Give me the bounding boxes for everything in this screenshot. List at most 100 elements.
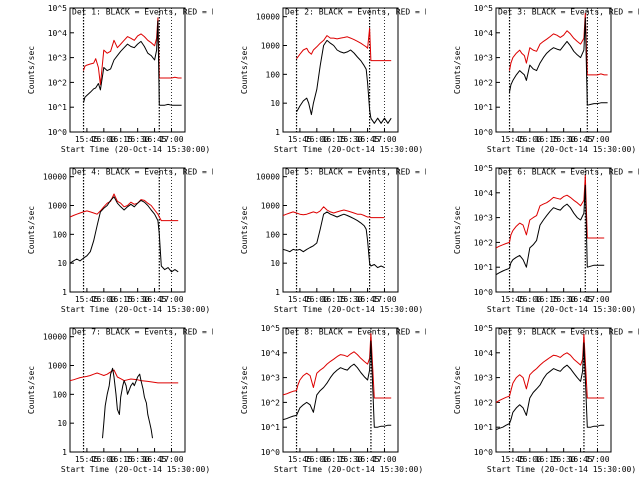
y-tick-label: 1000 xyxy=(48,362,67,371)
series-group xyxy=(70,367,179,439)
chart-svg: Det 6: BLACK = Events, RED = LLD15:4516:… xyxy=(453,164,639,314)
x-tick-label: 16:00 xyxy=(518,455,542,464)
events-series-line xyxy=(509,17,608,106)
x-tick-label: 17:00 xyxy=(585,455,609,464)
y-tick-label: 10^2 xyxy=(48,78,67,87)
y-tick-label: 10^4 xyxy=(48,29,67,38)
plot-frame xyxy=(69,7,186,133)
series-group xyxy=(509,13,608,106)
x-tick-label: 16:30 xyxy=(339,295,363,304)
x-tick-label: 16:15 xyxy=(109,135,133,144)
y-tick-label: 10^5 xyxy=(474,4,493,13)
x-tick-label: 16:15 xyxy=(535,295,559,304)
y-tick-label: 10^2 xyxy=(261,398,280,407)
y-tick-label: 10 xyxy=(270,99,280,108)
y-tick-label: 10 xyxy=(270,259,280,268)
x-tick-label: 17:00 xyxy=(372,455,396,464)
x-tick-label: 17:00 xyxy=(585,135,609,144)
y-tick-label: 10^0 xyxy=(48,128,67,137)
x-axis-label: Start Time (20-Oct-14 15:30:00) xyxy=(274,305,423,314)
y-tick-label: 10^2 xyxy=(474,398,493,407)
lld-series-line xyxy=(496,333,605,403)
y-axis-label: Counts/sec xyxy=(27,366,36,414)
x-tick-label: 16:15 xyxy=(535,455,559,464)
x-tick-label: 16:30 xyxy=(552,295,576,304)
x-tick-label: 16:00 xyxy=(92,295,116,304)
y-tick-label: 1 xyxy=(275,288,280,297)
chart-title: Det 3: BLACK = Events, RED = LLD xyxy=(498,8,639,17)
lld-series-line xyxy=(283,206,385,219)
detector-panel-5: Det 5: BLACK = Events, RED = LLD 15:45 16:… xyxy=(213,160,426,320)
x-tick-label: 16:30 xyxy=(339,135,363,144)
events-series-line xyxy=(283,340,392,428)
y-tick-label: 10^1 xyxy=(474,263,493,272)
y-tick-label: 10^2 xyxy=(474,238,493,247)
detector-panel-3: Det 3: BLACK = Events, RED = LLD 15:45 16:… xyxy=(426,0,639,160)
series-group xyxy=(296,27,392,124)
detector-panel-6: Det 6: BLACK = Events, RED = LLD 15:45 16:… xyxy=(426,160,639,320)
series-group xyxy=(283,333,392,428)
detector-panel-9: Det 9: BLACK = Events, RED = LLD 15:45 16:… xyxy=(426,320,639,480)
y-axis-label: Counts/sec xyxy=(27,206,36,254)
y-tick-label: 10^1 xyxy=(261,423,280,432)
y-axis-label: Counts/sec xyxy=(453,366,462,414)
y-tick-label: 10^5 xyxy=(474,164,493,173)
x-tick-label: 16:00 xyxy=(518,135,542,144)
chart-svg: Det 8: BLACK = Events, RED = LLD 15:45 16:… xyxy=(240,324,426,474)
y-tick-label: 10^4 xyxy=(474,189,493,198)
y-axis-label: Counts/sec xyxy=(453,206,462,254)
x-axis-label: Start Time (20-Oct-14 15:30:00) xyxy=(61,145,210,154)
y-tick-label: 100 xyxy=(266,70,281,79)
chart-title: Det 6: BLACK = Events, RED = LLD xyxy=(498,168,639,177)
x-tick-label: 16:30 xyxy=(552,455,576,464)
chart-svg: Det 9: BLACK = Events, RED = LLD15:4516:… xyxy=(453,324,639,474)
series-group xyxy=(496,333,605,431)
x-tick-label: 16:45 xyxy=(143,295,167,304)
detector-panel-8: Det 8: BLACK = Events, RED = LLD 15:45 16:… xyxy=(213,320,426,480)
y-tick-label: 100 xyxy=(53,390,68,399)
y-tick-label: 10 xyxy=(57,259,67,268)
x-tick-label: 16:15 xyxy=(322,295,346,304)
chart-title: Det 2: BLACK = Events, RED = LLD xyxy=(285,8,426,17)
series-group xyxy=(83,17,182,106)
chart-svg: Det 3: BLACK = Events, RED = LLD15:4516:… xyxy=(453,4,639,154)
events-series-line xyxy=(283,211,385,269)
y-tick-label: 10^1 xyxy=(474,423,493,432)
y-axis-label: Counts/sec xyxy=(240,46,249,94)
y-tick-label: 10^2 xyxy=(474,78,493,87)
series-group xyxy=(283,206,385,269)
x-axis-label: Start Time (20-Oct-14 15:30:00) xyxy=(61,305,210,314)
chart-title: Det 8: BLACK = Events, RED = LLD xyxy=(285,328,426,337)
y-axis-label: Counts/sec xyxy=(453,46,462,94)
series-group xyxy=(496,175,605,276)
chart-title: Det 4: BLACK = Events, RED = LLD xyxy=(72,168,213,177)
y-tick-label: 1000 xyxy=(261,202,280,211)
y-tick-label: 10^0 xyxy=(474,288,493,297)
chart-svg: Det 4: BLACK = Events, RED = LLD15:4516:… xyxy=(27,167,213,314)
x-tick-label: 16:15 xyxy=(322,455,346,464)
plot-frame xyxy=(69,167,186,293)
x-tick-label: 16:45 xyxy=(569,295,593,304)
x-axis-label: Start Time (20-Oct-14 15:30:00) xyxy=(61,465,210,474)
y-tick-label: 10^3 xyxy=(474,214,493,223)
y-tick-label: 10^4 xyxy=(261,349,280,358)
x-tick-label: 16:00 xyxy=(92,135,116,144)
y-tick-label: 10^5 xyxy=(48,4,67,13)
lld-series-line xyxy=(509,13,608,76)
x-tick-label: 16:15 xyxy=(535,135,559,144)
x-tick-label: 16:00 xyxy=(305,295,329,304)
y-tick-label: 1 xyxy=(62,288,67,297)
x-tick-label: 16:15 xyxy=(322,135,346,144)
y-tick-label: 10000 xyxy=(256,13,280,22)
y-tick-label: 100 xyxy=(266,230,281,239)
plot-frame xyxy=(282,327,399,453)
x-tick-label: 15:45 xyxy=(288,455,312,464)
x-tick-label: 15:45 xyxy=(75,135,99,144)
plot-frame xyxy=(495,167,612,293)
chart-title: Det 1: BLACK = Events, RED = LLD xyxy=(72,8,213,17)
y-tick-label: 10^3 xyxy=(474,374,493,383)
y-tick-label: 10000 xyxy=(43,173,67,182)
detector-panel-4: Det 4: BLACK = Events, RED = LLD 15:45 16:… xyxy=(0,160,213,320)
chart-title: Det 5: BLACK = Events, RED = LLD xyxy=(285,168,426,177)
